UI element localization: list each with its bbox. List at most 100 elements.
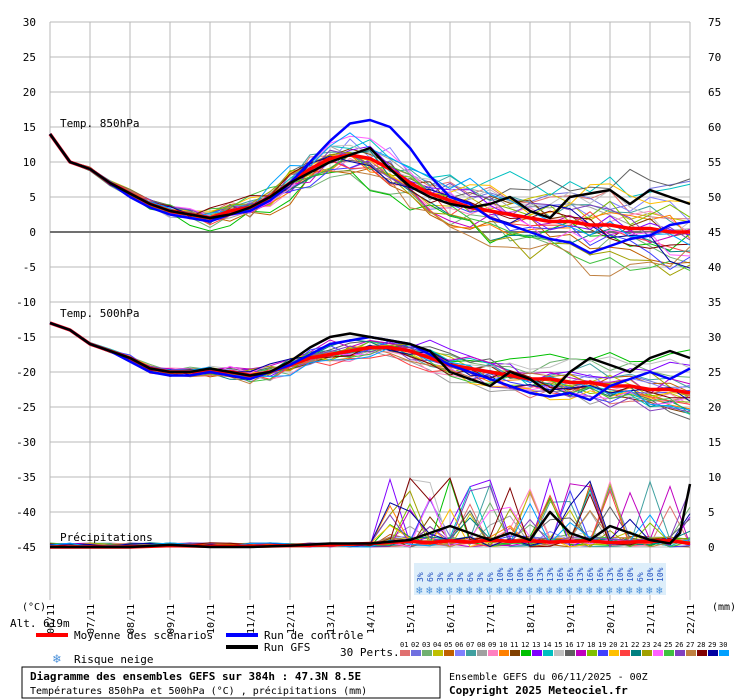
perturbation-swatch <box>499 650 509 656</box>
snow-icon: ❄ <box>476 584 483 597</box>
snow-risk-label: 3% <box>436 572 445 582</box>
snow-icon: ❄ <box>616 584 623 597</box>
perturbation-id: 27 <box>686 641 694 649</box>
snow-icon: ❄ <box>416 584 423 597</box>
label-t500: Temp. 500hPa <box>60 307 139 320</box>
right-tick-label: 10 <box>708 471 721 484</box>
right-tick-label: 60 <box>708 121 721 134</box>
left-tick-label: 10 <box>23 156 36 169</box>
perturbation-id: 30 <box>719 641 727 649</box>
snow-icon: ❄ <box>516 584 523 597</box>
perturbation-swatch <box>697 650 707 656</box>
perts-label: 30 Perts. <box>340 646 400 659</box>
legend-mean-label: Moyenne des scénarios <box>74 629 213 642</box>
right-tick-label: 40 <box>708 261 721 274</box>
perturbation-id: 02 <box>411 641 419 649</box>
x-tick-label: 18/11 <box>526 604 537 634</box>
x-tick-label: 06/11 <box>46 604 57 634</box>
series-line <box>50 483 692 549</box>
x-tick-label: 09/11 <box>166 604 177 634</box>
snow-risk-label: 16% <box>596 567 605 582</box>
snow-risk-label: 13% <box>536 567 545 582</box>
snow-risk-label: 3% <box>476 572 485 582</box>
perturbation-id: 06 <box>455 641 463 649</box>
x-tick-label: 16/11 <box>446 604 457 634</box>
left-tick-label: 30 <box>23 16 36 29</box>
perturbation-id: 22 <box>631 641 639 649</box>
chart-title: Diagramme des ensembles GEFS sur 384h : … <box>30 670 361 683</box>
perturbation-swatch <box>598 650 608 656</box>
x-tick-label: 10/11 <box>206 604 217 634</box>
perturbation-swatch <box>653 650 663 656</box>
right-tick-label: 30 <box>708 331 721 344</box>
left-tick-label: 0 <box>29 226 36 239</box>
perturbation-swatch <box>433 650 443 656</box>
x-tick-label: 22/11 <box>686 604 697 634</box>
series-line <box>48 133 691 220</box>
snow-icon: ❄ <box>566 584 573 597</box>
x-tick-label: 13/11 <box>326 604 337 634</box>
left-tick-label: -5 <box>23 261 36 274</box>
perturbation-line <box>49 322 691 413</box>
x-tick-label: 15/11 <box>406 604 417 634</box>
info-box <box>21 666 441 699</box>
snow-icon: ❄ <box>506 584 513 597</box>
left-axis-ticks: 30 25 20 15 10 5 0 -5 -10 -15 -20 -25 -30 -35 -40 -45 <box>16 16 36 554</box>
snow-icon: ❄ <box>436 584 443 597</box>
right-tick-label: 70 <box>708 51 721 64</box>
left-tick-label: 20 <box>23 86 36 99</box>
perturbation-id: 08 <box>477 641 485 649</box>
x-tick-label: 08/11 <box>126 604 137 634</box>
snow-risk-label: 6% <box>426 572 435 582</box>
right-tick-label: 20 <box>708 401 721 414</box>
snow-icon: ❄ <box>446 584 453 597</box>
perturbation-swatch <box>554 650 564 656</box>
left-tick-label: -15 <box>16 331 36 344</box>
snow-risk-label: 13% <box>606 567 615 582</box>
snow-risk-label: 10% <box>506 567 515 582</box>
copyright: Copyright 2025 Meteociel.fr <box>449 684 628 697</box>
perturbation-swatch <box>466 650 476 656</box>
x-tick-label: 07/11 <box>86 604 97 634</box>
snow-icon: ❄ <box>536 584 543 597</box>
grid <box>49 21 691 600</box>
left-tick-label: -10 <box>16 296 36 309</box>
perturbation-legend: 01 02 03 04 05 06 07 08 09 10 11 12 13 14 15 16 17 18 19 20… <box>400 641 729 656</box>
legend-snow-label: Risque neige <box>74 653 153 666</box>
x-tick-label: 21/11 <box>646 604 657 634</box>
perturbation-swatch <box>521 650 531 656</box>
snow-risk-band <box>414 563 666 595</box>
snow-risk-label: 10% <box>626 567 635 582</box>
left-tick-label: -40 <box>16 506 36 519</box>
perturbation-id: 09 <box>488 641 496 649</box>
right-tick-label: 55 <box>708 156 721 169</box>
label-precip: Précipitations <box>60 531 153 544</box>
x-tick-label: 19/11 <box>566 604 577 634</box>
perturbation-swatch <box>576 650 586 656</box>
x-tick-label: 14/11 <box>366 604 377 634</box>
snow-risk-label: 10% <box>646 567 655 582</box>
snow-risk-label: 13% <box>546 567 555 582</box>
perturbation-id: 07 <box>466 641 474 649</box>
perturbation-swatch <box>675 650 685 656</box>
snow-icon: ❄ <box>426 584 433 597</box>
perturbation-id: 21 <box>620 641 628 649</box>
snow-risk-label: 3% <box>446 572 455 582</box>
left-axis-unit: (°C) <box>22 602 46 613</box>
perturbation-swatch <box>631 650 641 656</box>
snow-risk-label: 3% <box>456 572 465 582</box>
snow-risk-label: 10% <box>496 567 505 582</box>
right-tick-label: 35 <box>708 296 721 309</box>
perturbation-swatch <box>488 650 498 656</box>
left-tick-label: -20 <box>16 366 36 379</box>
series-line <box>49 321 691 395</box>
snow-risk-label: 10% <box>616 567 625 582</box>
perturbation-id: 13 <box>532 641 540 649</box>
perturbation-precip-line <box>49 502 691 548</box>
perturbation-swatch <box>422 650 432 656</box>
perturbation-swatch <box>587 650 597 656</box>
perturbation-swatch <box>686 650 696 656</box>
perturbation-line <box>49 133 691 236</box>
legend-gfs-label: Run GFS <box>264 641 310 654</box>
